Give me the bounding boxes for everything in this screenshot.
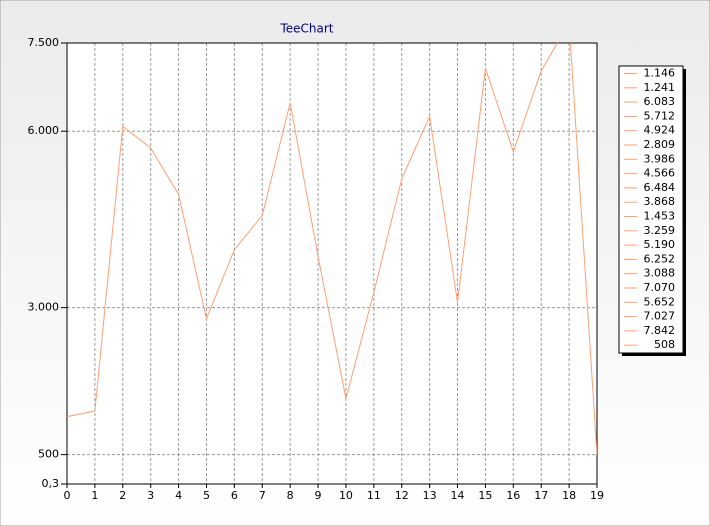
chart-title: TeeChart: [279, 22, 333, 36]
legend-label: 6.484: [644, 181, 676, 194]
x-tick-label: 0: [64, 489, 71, 502]
x-tick-label: 17: [534, 489, 548, 502]
x-tick-label: 7: [259, 489, 266, 502]
y-tick-label: 3.000: [28, 301, 60, 314]
x-tick-label: 10: [339, 489, 353, 502]
y-tick-label: 6.000: [28, 124, 60, 137]
x-tick-label: 5: [203, 489, 210, 502]
legend-label: 5.712: [644, 109, 676, 122]
legend-label: 2.809: [644, 138, 676, 151]
legend-label: 5.190: [644, 238, 676, 251]
x-tick-label: 4: [175, 489, 182, 502]
legend-label: 1.146: [644, 67, 676, 80]
x-tick-label: 9: [315, 489, 322, 502]
plot-background: [67, 43, 597, 484]
x-tick-label: 11: [367, 489, 381, 502]
legend-label: 3.868: [644, 195, 676, 208]
legend-label: 4.566: [644, 167, 676, 180]
legend-label: 6.083: [644, 95, 676, 108]
x-tick-label: 12: [395, 489, 409, 502]
plot-border: [66, 42, 598, 485]
x-tick-label: 18: [562, 489, 576, 502]
legend-label: 3.088: [644, 267, 676, 280]
y-tick-label: 0,3: [42, 477, 60, 490]
legend-box: [618, 65, 684, 354]
x-tick-label: 2: [119, 489, 126, 502]
y-tick-label: 500: [38, 448, 59, 461]
x-tick-label: 3: [147, 489, 154, 502]
legend-label: 7.070: [644, 281, 676, 294]
legend-label: 7.027: [644, 310, 676, 323]
legend-label: 6.252: [644, 252, 676, 265]
y-tick-label: 7.500: [28, 36, 60, 49]
legend-label: 3.259: [644, 224, 676, 237]
legend-label: 7.842: [644, 324, 676, 337]
x-tick-label: 19: [590, 489, 604, 502]
legend-label: 1.241: [644, 81, 676, 94]
x-tick-label: 16: [506, 489, 520, 502]
x-tick-label: 15: [478, 489, 492, 502]
x-tick-label: 8: [287, 489, 294, 502]
x-tick-label: 1: [91, 489, 98, 502]
legend-label: 5.652: [644, 295, 676, 308]
legend-label: 3.986: [644, 152, 676, 165]
legend-label: 1.453: [644, 210, 676, 223]
x-tick-label: 6: [231, 489, 238, 502]
x-tick-label: 13: [423, 489, 437, 502]
series-line: [67, 43, 597, 455]
x-tick-label: 14: [451, 489, 465, 502]
legend-label: 508: [654, 338, 675, 351]
legend-label: 4.924: [644, 124, 676, 137]
